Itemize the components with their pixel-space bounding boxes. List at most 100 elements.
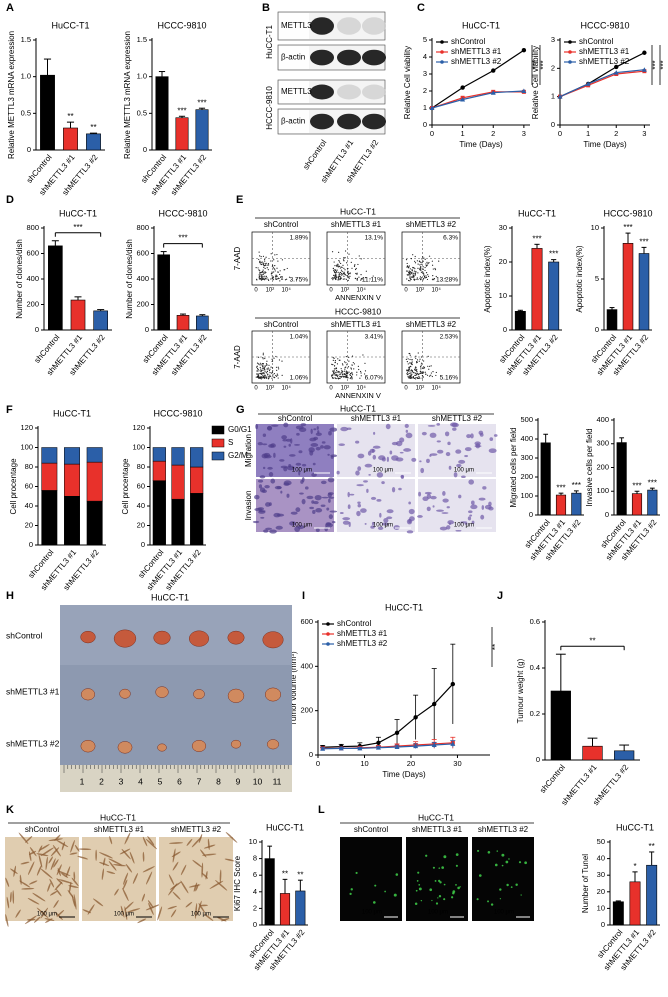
flow-event bbox=[406, 374, 409, 376]
marker bbox=[557, 94, 563, 99]
flow-event bbox=[351, 375, 353, 378]
flow-tick-label: 10² bbox=[416, 288, 425, 294]
flow-tick-label: 0 bbox=[329, 386, 333, 392]
band-label-bg bbox=[279, 81, 309, 103]
tunel-dot bbox=[416, 880, 419, 882]
cell bbox=[455, 529, 462, 532]
flow-event bbox=[271, 358, 273, 360]
stained-cell bbox=[147, 900, 154, 909]
flow-event bbox=[344, 274, 347, 276]
flow-event bbox=[357, 365, 359, 368]
stained-cell bbox=[38, 845, 43, 853]
cell bbox=[313, 501, 319, 505]
stained-cell bbox=[196, 900, 202, 916]
flow-event bbox=[332, 364, 334, 366]
flow-event bbox=[283, 269, 285, 271]
flow-event bbox=[260, 274, 262, 276]
flow-event bbox=[335, 273, 337, 275]
cell bbox=[280, 490, 283, 494]
flow-event bbox=[334, 272, 336, 274]
y-tick-label: 4 bbox=[253, 887, 257, 896]
flow-event bbox=[432, 275, 434, 277]
flow-event bbox=[361, 277, 363, 280]
flow-event bbox=[265, 278, 267, 280]
marker bbox=[450, 741, 456, 746]
y-tick-label: 30 bbox=[597, 870, 605, 879]
flow-event bbox=[406, 262, 408, 265]
cell bbox=[356, 510, 361, 517]
stained-cell bbox=[20, 861, 30, 865]
flow-event bbox=[335, 371, 337, 373]
stained-cell bbox=[45, 856, 48, 871]
y-tick-label: 20 bbox=[597, 887, 605, 896]
flow-event bbox=[360, 279, 362, 281]
marker bbox=[521, 88, 527, 93]
flow-event bbox=[261, 276, 263, 279]
quadrant-percent: 11.11% bbox=[362, 277, 383, 284]
stained-cell bbox=[5, 877, 10, 888]
flow-event bbox=[345, 278, 347, 280]
flow-event bbox=[336, 265, 339, 267]
flow-event bbox=[340, 368, 342, 370]
stained-cell bbox=[27, 861, 35, 876]
flow-event bbox=[358, 276, 360, 278]
flow-event bbox=[260, 369, 263, 372]
flow-event bbox=[260, 370, 262, 373]
flow-event bbox=[413, 278, 415, 280]
flow-event bbox=[336, 374, 338, 376]
flow-event bbox=[407, 376, 409, 378]
marker bbox=[460, 97, 466, 102]
flow-event bbox=[425, 373, 427, 375]
y-tick-label: 0 bbox=[141, 540, 145, 549]
legend-label: shMETTL3 #1 bbox=[337, 629, 388, 638]
cell bbox=[258, 510, 266, 514]
bar bbox=[622, 243, 634, 331]
flow-event bbox=[347, 270, 349, 272]
cell bbox=[403, 448, 412, 452]
stained-cell bbox=[40, 907, 49, 919]
stained-cell bbox=[82, 909, 92, 914]
flow-event bbox=[356, 279, 358, 281]
x-tick-label: 2 bbox=[491, 129, 495, 138]
y-axis-label: Number of clones/dish bbox=[15, 239, 24, 319]
flow-event bbox=[262, 372, 264, 374]
y-tick-label: 400 bbox=[520, 434, 533, 443]
flow-event bbox=[338, 272, 341, 274]
tunel-dot bbox=[415, 889, 418, 892]
stained-cell bbox=[58, 879, 74, 884]
flow-event bbox=[358, 255, 360, 257]
flow-event bbox=[334, 377, 336, 379]
flow-event bbox=[340, 376, 342, 378]
flow-event bbox=[343, 376, 345, 378]
bar-segment bbox=[86, 500, 103, 546]
flow-event bbox=[419, 267, 421, 269]
flow-event bbox=[406, 373, 408, 375]
cell bbox=[408, 508, 415, 515]
cell bbox=[368, 474, 371, 476]
flow-event bbox=[343, 373, 345, 375]
chart-title: HCCC-9810 bbox=[153, 408, 202, 418]
significance: *** bbox=[572, 481, 581, 490]
ruler-number: 4 bbox=[138, 776, 143, 786]
stained-cell bbox=[52, 844, 61, 857]
stained-cell bbox=[65, 866, 71, 878]
flow-event bbox=[266, 267, 268, 269]
flow-event bbox=[416, 368, 418, 371]
y-tick-label: 5 bbox=[595, 274, 599, 283]
flow-event bbox=[338, 275, 340, 277]
flow-event bbox=[343, 257, 345, 259]
stained-cell bbox=[124, 901, 134, 911]
cell bbox=[347, 491, 350, 498]
y-tick-label: 40 bbox=[137, 501, 145, 510]
significance: ** bbox=[589, 636, 595, 645]
y-tick-label: 30 bbox=[499, 223, 507, 232]
flow-event bbox=[422, 376, 425, 378]
row-label: Migration bbox=[244, 434, 253, 467]
bar bbox=[548, 261, 560, 331]
error-bar bbox=[649, 487, 655, 491]
scale-label: 100 μm bbox=[114, 912, 134, 918]
bar bbox=[629, 881, 641, 926]
x-axis-label: Time (Days) bbox=[583, 140, 627, 149]
flow-event bbox=[259, 376, 261, 378]
quadrant-percent: 6.3% bbox=[443, 235, 458, 242]
